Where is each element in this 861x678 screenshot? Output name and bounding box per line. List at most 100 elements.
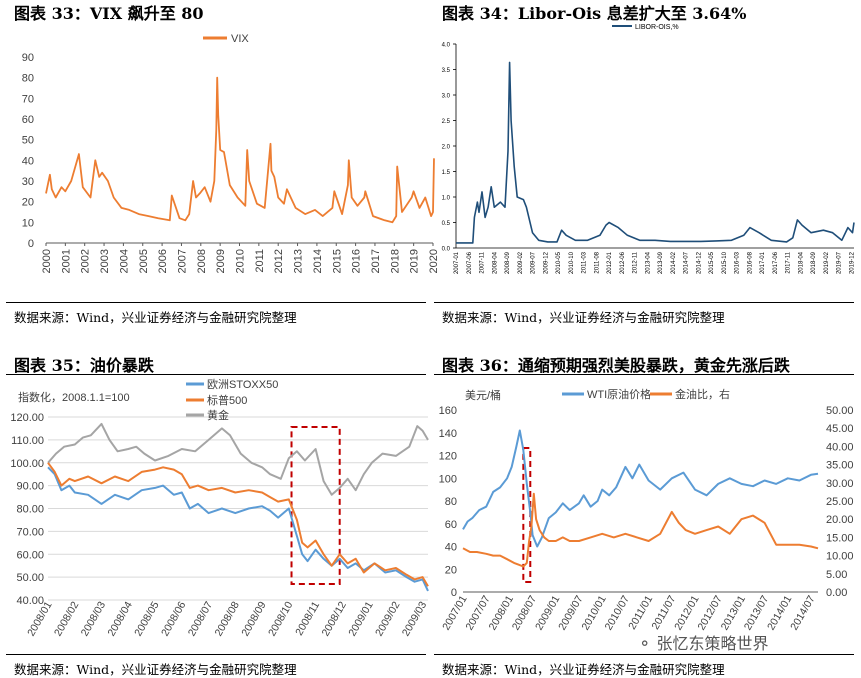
- x-tick-label: 2018-04: [798, 251, 804, 274]
- x-tick-label: 2008/11: [293, 599, 322, 637]
- x-tick-label: 2016-08: [747, 251, 753, 274]
- x-tick-label: 2009-07: [531, 251, 537, 274]
- unit-label: 指数化，2008.1.1=100: [18, 390, 130, 404]
- source-note: 数据来源：Wind，兴业证券经济与金融研究院整理: [442, 662, 725, 677]
- chart35-title: 图表 35：油价暴跌: [14, 356, 154, 375]
- y-tick-label: 3.0: [442, 94, 451, 100]
- y-tick-label: 60: [445, 519, 457, 531]
- wechat-icon: ⚬: [638, 634, 652, 653]
- divider-rule: [434, 654, 854, 655]
- x-tick-label: 2008/05: [132, 599, 161, 638]
- x-tick-label: 2014-12: [696, 251, 702, 274]
- divider-rule: [6, 374, 426, 375]
- x-tick-label: 2015-10: [722, 251, 728, 274]
- x-tick-label: 2011-03: [582, 251, 588, 273]
- x-tick-label: 2012: [273, 249, 285, 273]
- y-tick-label: 40: [22, 155, 34, 167]
- source-note: 数据来源：Wind，兴业证券经济与金融研究院整理: [14, 662, 297, 677]
- x-tick-label: 2009/03: [400, 599, 429, 638]
- y2-tick-label: 25.00: [826, 496, 854, 508]
- x-tick-label: 2019: [409, 249, 421, 273]
- y-tick-label: 60.00: [16, 549, 44, 561]
- y-tick-label: 60: [22, 114, 34, 126]
- y-tick-label: 0.0: [442, 247, 451, 253]
- y-tick-label: 100.00: [10, 458, 44, 470]
- x-tick-label: 2011: [254, 249, 266, 273]
- y2-tick-label: 5.00: [826, 569, 847, 581]
- x-tick-label: 2003: [99, 249, 111, 273]
- y-tick-label: 110.00: [11, 435, 44, 447]
- x-tick-label: 2013: [293, 249, 305, 273]
- y-tick-label: 120: [439, 451, 457, 463]
- y-tick-label: 50.00: [16, 572, 44, 584]
- x-tick-label: 2008/02: [52, 599, 81, 638]
- x-tick-label: 2008/08: [213, 599, 242, 638]
- x-tick-label: 2008-09: [505, 251, 511, 274]
- y-tick-label: 1.0: [442, 196, 451, 202]
- x-tick-label: 2014-07: [684, 251, 690, 274]
- y-tick-label: 1.5: [442, 170, 451, 176]
- y2-tick-label: 30.00: [826, 478, 854, 490]
- x-tick-label: 2008/07: [186, 599, 215, 638]
- y-tick-label: 100: [439, 473, 457, 485]
- x-tick-label: 2015-05: [709, 251, 715, 274]
- x-tick-label: 2009: [215, 249, 227, 273]
- x-tick-label: 2004: [118, 249, 130, 273]
- x-tick-label: 2017-06: [773, 251, 779, 274]
- y2-tick-label: 40.00: [826, 441, 854, 453]
- x-tick-label: 2017: [370, 249, 382, 273]
- x-tick-label: 2008-04: [492, 251, 498, 274]
- x-tick-label: 2015: [331, 249, 343, 273]
- divider-rule: [434, 374, 854, 375]
- x-tick-label: 2009-12: [543, 251, 549, 274]
- legend-gold-label: 黄金: [207, 408, 229, 422]
- wti-line: [462, 429, 819, 548]
- x-tick-label: 2014: [312, 249, 324, 273]
- x-tick-label: 2019-12: [849, 251, 855, 274]
- y-tick-label: 120.00: [10, 412, 44, 424]
- x-tick-label: 2006: [157, 249, 169, 273]
- x-tick-label: 2019-02: [824, 251, 830, 274]
- y2-tick-label: 10.00: [826, 551, 854, 563]
- sp500-line: [47, 462, 429, 587]
- vix-line: [45, 76, 435, 224]
- x-tick-label: 2009/01: [346, 599, 375, 638]
- y-tick-label: 0: [451, 587, 457, 599]
- x-tick-label: 2012-06: [620, 251, 626, 274]
- watermark-text: 张忆东策略世界: [656, 634, 769, 653]
- x-tick-label: 2012-11: [633, 251, 639, 273]
- x-tick-label: 2009-02: [518, 251, 524, 274]
- y2-tick-label: 20.00: [826, 514, 854, 526]
- chart34-title: 图表 34：Libor-Ois 息差扩大至 3.64%: [442, 4, 747, 23]
- source-note: 数据来源：Wind，兴业证券经济与金融研究院整理: [442, 310, 725, 325]
- y2-tick-label: 15.00: [826, 532, 854, 544]
- divider-rule: [434, 302, 854, 303]
- y-tick-label: 160: [439, 405, 457, 417]
- y-tick-label: 4.0: [442, 43, 451, 49]
- x-tick-label: 2008: [196, 249, 208, 273]
- y2-tick-label: 45.00: [826, 423, 854, 435]
- divider-rule: [6, 654, 426, 655]
- y-tick-label: 80: [445, 496, 457, 508]
- x-tick-label: 2008/09: [239, 599, 268, 638]
- x-tick-label: 2011-08: [594, 251, 600, 273]
- y-tick-label: 50: [22, 135, 34, 147]
- y-tick-label: 140: [439, 428, 457, 440]
- x-tick-label: 2007-11: [480, 251, 486, 273]
- x-tick-label: 2002: [80, 249, 92, 273]
- legend-label-libor: LIBOR-OIS,%: [635, 24, 679, 31]
- x-tick-label: 2014-02: [671, 251, 677, 274]
- legend-ratio-label: 金油比，右: [675, 387, 730, 401]
- chart33-title: 图表 33：VIX 飙升至 80: [14, 4, 204, 23]
- y-tick-label: 90: [22, 52, 34, 64]
- y-tick-label: 90.00: [16, 481, 44, 493]
- y-tick-label: 30: [22, 176, 34, 188]
- y-tick-label: 3.5: [442, 68, 451, 74]
- y2-tick-label: 50.00: [826, 405, 854, 417]
- watermark: ⚬ 张忆东策略世界: [638, 630, 769, 654]
- x-tick-label: 2008/04: [106, 599, 135, 638]
- y-tick-label: 20: [445, 564, 457, 576]
- x-tick-label: 2010-05: [556, 251, 562, 274]
- x-tick-label: 2001: [60, 249, 72, 273]
